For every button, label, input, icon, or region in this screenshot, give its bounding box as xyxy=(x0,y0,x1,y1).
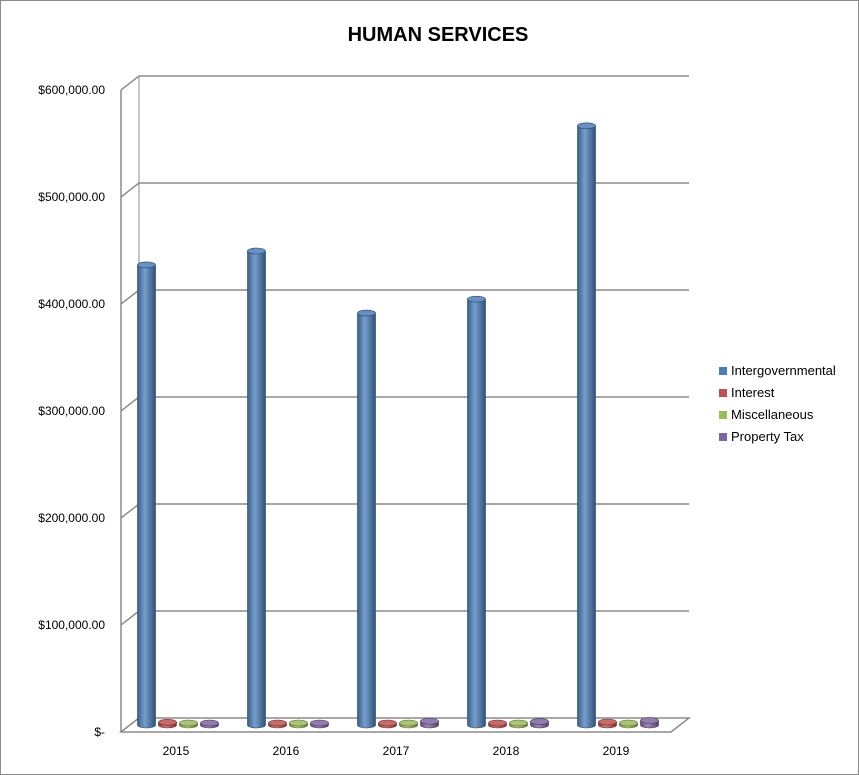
x-tick-label: 2019 xyxy=(603,744,630,758)
bar-intergovernmental-2015 xyxy=(137,261,156,729)
gridline-diagonal xyxy=(120,396,140,412)
bar-top xyxy=(640,717,659,724)
y-tick-label: $400,000.00 xyxy=(38,297,105,311)
bar-top xyxy=(357,309,376,317)
y-tick-label: $300,000.00 xyxy=(38,404,105,418)
bar-interest-2015 xyxy=(158,719,177,729)
legend-label: Intergovernmental xyxy=(731,363,836,378)
bar-interest-2016 xyxy=(268,719,287,729)
bar-interest-2019 xyxy=(598,718,617,729)
gridlines xyxy=(120,75,689,733)
legend-label: Miscellaneous xyxy=(731,407,814,422)
bar-property-tax-2017 xyxy=(420,717,439,729)
bar-top xyxy=(509,719,528,727)
bar-intergovernmental-2019 xyxy=(577,122,596,729)
bar-property-tax-2018 xyxy=(530,718,549,729)
bar-property-tax-2016 xyxy=(310,719,329,729)
bar-top xyxy=(399,719,418,727)
x-tick-label: 2015 xyxy=(163,744,190,758)
bar-top xyxy=(488,719,507,727)
y-tick-label: $600,000.00 xyxy=(38,83,105,97)
bar-property-tax-2015 xyxy=(200,719,219,729)
bar-top xyxy=(179,719,198,727)
bar-top xyxy=(247,247,266,255)
bar-miscellaneous-2016 xyxy=(289,719,308,729)
x-tick-label: 2016 xyxy=(273,744,300,758)
bar-body xyxy=(357,312,376,729)
y-axis-tick-labels: $- $100,000.00 $200,000.00 $300,000.00 $400,… xyxy=(38,83,105,739)
bar-miscellaneous-2015 xyxy=(179,719,198,729)
bars xyxy=(137,122,659,729)
bar-miscellaneous-2017 xyxy=(399,719,418,729)
bar-body xyxy=(247,250,266,729)
legend-label: Property Tax xyxy=(731,429,804,444)
bar-top xyxy=(530,718,549,725)
legend-swatch xyxy=(719,367,727,375)
bar-top xyxy=(598,718,617,726)
gridline-diagonal xyxy=(120,182,140,198)
gridline-diagonal xyxy=(120,503,140,519)
gridline-diagonal xyxy=(120,610,140,626)
bar-miscellaneous-2019 xyxy=(619,719,638,729)
bar-top xyxy=(310,719,329,727)
bar-miscellaneous-2018 xyxy=(509,719,528,729)
bar-top xyxy=(158,719,177,726)
y-tick-label: $100,000.00 xyxy=(38,618,105,632)
legend-label: Interest xyxy=(731,385,775,400)
bar-top xyxy=(619,719,638,727)
bar-top xyxy=(467,295,486,303)
bar-top xyxy=(289,719,308,727)
bar-body xyxy=(137,264,156,729)
bar-top xyxy=(268,719,287,727)
gridline-diagonal xyxy=(120,289,140,305)
bar-body xyxy=(577,125,596,729)
bar-intergovernmental-2016 xyxy=(247,247,266,729)
bar-intergovernmental-2018 xyxy=(467,295,486,729)
legend: Intergovernmental Interest Miscellaneous Pr… xyxy=(719,363,836,444)
y-tick-label: $200,000.00 xyxy=(38,511,105,525)
bar-body xyxy=(467,298,486,729)
bar-top xyxy=(137,261,156,269)
chart-title: HUMAN SERVICES xyxy=(348,24,529,46)
legend-swatch xyxy=(719,411,727,419)
bar-top xyxy=(378,719,397,727)
bar-top xyxy=(577,122,596,130)
bar-intergovernmental-2017 xyxy=(357,309,376,729)
x-axis-tick-labels: 2015 2016 2017 2018 2019 xyxy=(163,744,630,758)
y-tick-label: $- xyxy=(94,725,105,739)
x-tick-label: 2018 xyxy=(493,744,520,758)
bar-property-tax-2019 xyxy=(640,717,659,729)
y-tick-label: $500,000.00 xyxy=(38,190,105,204)
x-tick-label: 2017 xyxy=(383,744,410,758)
bar-interest-2018 xyxy=(488,719,507,729)
bar-top xyxy=(420,717,439,725)
legend-swatch xyxy=(719,433,727,441)
gridline-diagonal xyxy=(120,75,140,91)
bar-top xyxy=(200,719,219,727)
legend-swatch xyxy=(719,389,727,397)
bar-interest-2017 xyxy=(378,719,397,729)
